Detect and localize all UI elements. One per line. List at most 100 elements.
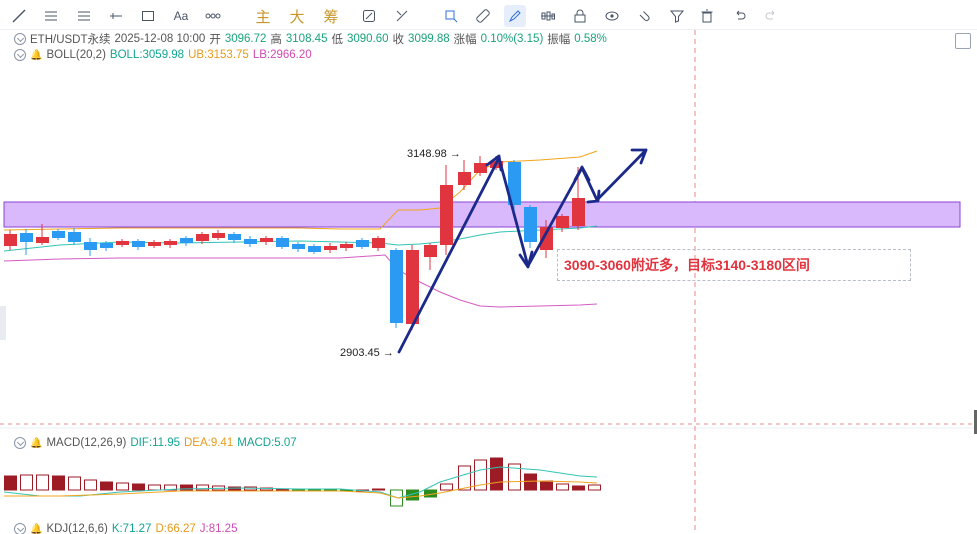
candle[interactable] bbox=[260, 238, 273, 242]
candle[interactable] bbox=[474, 163, 487, 173]
open-value: 3096.72 bbox=[224, 33, 267, 45]
macd-bar bbox=[148, 484, 161, 491]
macd-value: MACD:5.07 bbox=[237, 437, 297, 449]
collapse-icon[interactable] bbox=[14, 437, 26, 449]
ruler-icon[interactable] bbox=[472, 5, 494, 27]
trade-note-textbox[interactable]: 3090-3060附近多，目标3140-3180区间 bbox=[557, 249, 911, 281]
macd-bar bbox=[556, 483, 569, 491]
close-label: 收 bbox=[392, 34, 405, 46]
macd-dif-value: DIF:11.95 bbox=[130, 437, 180, 449]
macd-bar bbox=[588, 484, 601, 491]
collapse-icon[interactable] bbox=[14, 523, 26, 534]
macd-bar bbox=[490, 457, 503, 491]
candle[interactable] bbox=[196, 234, 209, 241]
kdj-name[interactable]: KDJ(12,6,6) bbox=[46, 523, 108, 534]
candle[interactable] bbox=[340, 244, 353, 248]
eye-icon[interactable] bbox=[601, 5, 623, 27]
candle[interactable] bbox=[148, 242, 161, 246]
expand-icon[interactable] bbox=[955, 33, 971, 49]
candle[interactable] bbox=[276, 238, 289, 247]
kdj-info-row: 🔔 KDJ(12,6,6) K:71.27 D:66.27 J:81.25 bbox=[14, 523, 237, 534]
bell-icon[interactable]: 🔔 bbox=[30, 49, 43, 61]
candle[interactable] bbox=[84, 242, 97, 250]
high-price-marker: 3148.98 → bbox=[407, 148, 461, 160]
candle[interactable] bbox=[164, 241, 177, 245]
candle[interactable] bbox=[52, 231, 65, 238]
candle[interactable] bbox=[132, 241, 145, 247]
candle[interactable] bbox=[292, 244, 305, 249]
brush-icon[interactable] bbox=[358, 5, 380, 27]
amp-label: 振幅 bbox=[547, 34, 571, 46]
node-path-icon[interactable] bbox=[202, 5, 224, 27]
candle[interactable] bbox=[440, 185, 453, 245]
collapse-icon[interactable] bbox=[14, 49, 26, 61]
candle[interactable] bbox=[20, 233, 33, 242]
macd-bar bbox=[524, 473, 537, 491]
measure-icon[interactable] bbox=[391, 5, 413, 27]
rectangle-icon[interactable] bbox=[137, 5, 159, 27]
macd-bar bbox=[84, 479, 97, 491]
pen-icon[interactable] bbox=[504, 5, 526, 27]
bell-icon[interactable]: 🔔 bbox=[30, 523, 43, 534]
candle[interactable] bbox=[4, 234, 17, 246]
candle[interactable] bbox=[424, 245, 437, 257]
undo-icon[interactable] bbox=[729, 5, 751, 27]
candle[interactable] bbox=[356, 240, 369, 247]
boll-lower-line bbox=[3, 254, 598, 308]
filter-icon[interactable] bbox=[666, 5, 688, 27]
candle[interactable] bbox=[228, 234, 241, 240]
bell-icon[interactable]: 🔔 bbox=[30, 437, 43, 449]
trash-icon[interactable] bbox=[696, 5, 718, 27]
kline-chart[interactable] bbox=[0, 30, 977, 534]
lock-icon[interactable] bbox=[569, 5, 591, 27]
large-order-button[interactable]: 大 bbox=[289, 7, 305, 26]
candle[interactable] bbox=[406, 250, 419, 324]
chips-button[interactable]: 筹 bbox=[323, 7, 339, 26]
candle[interactable] bbox=[180, 238, 193, 243]
candle[interactable] bbox=[116, 241, 129, 245]
magnet-icon[interactable] bbox=[633, 5, 655, 27]
close-value: 3099.88 bbox=[408, 33, 450, 45]
redo-icon[interactable] bbox=[760, 5, 782, 27]
horizontal-lines-icon[interactable] bbox=[73, 5, 95, 27]
candle[interactable] bbox=[458, 172, 471, 185]
forecast-arrows bbox=[397, 148, 648, 354]
candle[interactable] bbox=[68, 232, 81, 242]
macd-bar bbox=[180, 484, 193, 491]
candle[interactable] bbox=[572, 198, 585, 226]
macd-dea-value: DEA:9.41 bbox=[184, 437, 234, 449]
boll-info-row: 🔔 BOLL(20,2) BOLL:3059.98 UB:3153.75 LB:… bbox=[14, 49, 312, 61]
candle[interactable] bbox=[100, 243, 113, 248]
text-tool-icon[interactable]: Aa bbox=[173, 9, 189, 23]
amp-value: 0.58% bbox=[574, 33, 607, 45]
candle[interactable] bbox=[244, 239, 257, 244]
symbol-name[interactable]: ETH/USDT永续 bbox=[30, 34, 111, 46]
candle[interactable] bbox=[372, 238, 385, 248]
candle[interactable] bbox=[390, 250, 403, 323]
candle[interactable] bbox=[36, 237, 49, 243]
trade-note-text: 3090-3060附近多，目标3140-3180区间 bbox=[564, 257, 810, 273]
ray-line-icon[interactable] bbox=[105, 5, 127, 27]
candle[interactable] bbox=[212, 233, 225, 238]
scrollbar[interactable] bbox=[974, 410, 977, 434]
main-force-button[interactable]: 主 bbox=[255, 7, 271, 26]
candle[interactable] bbox=[308, 246, 321, 252]
macd-bar bbox=[20, 474, 33, 491]
candle[interactable] bbox=[508, 162, 521, 205]
candles-icon[interactable] bbox=[537, 5, 559, 27]
left-panel-handle[interactable] bbox=[0, 306, 6, 340]
candle[interactable] bbox=[524, 207, 537, 242]
collapse-icon[interactable] bbox=[14, 33, 26, 45]
macd-bar bbox=[458, 465, 471, 491]
boll-name[interactable]: BOLL(20,2) bbox=[46, 49, 106, 61]
trend-line-icon[interactable] bbox=[8, 5, 30, 27]
parallel-lines-icon[interactable] bbox=[40, 5, 62, 27]
support-zone[interactable] bbox=[3, 201, 961, 228]
candlestick-series bbox=[4, 156, 585, 330]
high-value: 3108.45 bbox=[285, 33, 328, 45]
flag-icon[interactable] bbox=[440, 5, 462, 27]
candle[interactable] bbox=[540, 227, 553, 250]
macd-name[interactable]: MACD(12,26,9) bbox=[46, 437, 127, 449]
candle[interactable] bbox=[324, 246, 337, 250]
candle[interactable] bbox=[556, 216, 569, 228]
